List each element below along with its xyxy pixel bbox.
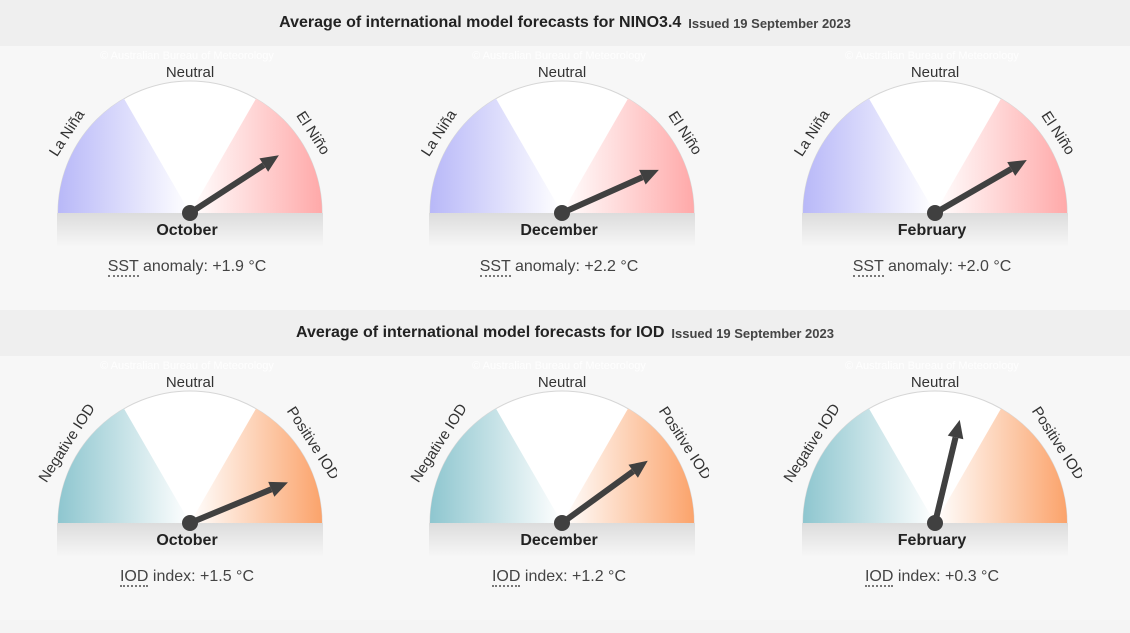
gauge-neutral-label: Neutral bbox=[166, 374, 214, 391]
iod-gauge-february: Neutral Negative IOD Positive IOD © Austral… bbox=[782, 356, 1082, 620]
copyright-watermark: © Australian Bureau of Meteorology bbox=[845, 50, 1019, 62]
gauge-negative-zone bbox=[430, 98, 562, 213]
nino-section-title: Average of international model forecasts… bbox=[279, 14, 682, 31]
gauge-needle-head bbox=[947, 419, 964, 440]
gauge-month-label: October bbox=[156, 222, 218, 239]
gauge-value-text: IOD index: +0.3 °C bbox=[864, 568, 1000, 587]
copyright-watermark: © Australian Bureau of Meteorology bbox=[472, 360, 646, 372]
iod-section-title: Average of international model forecasts… bbox=[296, 324, 665, 341]
nino-gauge-december: Neutral La Niña El Niño © Australian Bureau… bbox=[409, 46, 709, 310]
gauge-needle-hub bbox=[182, 205, 198, 221]
gauge-needle bbox=[933, 166, 1013, 216]
gauge-positive-zone bbox=[190, 98, 322, 213]
gauge-value-text: IOD index: +1.5 °C bbox=[119, 568, 255, 587]
gauge-month-label: December bbox=[520, 532, 598, 549]
gauge-negative-zone bbox=[58, 408, 190, 523]
metric-abbreviation: SST bbox=[107, 258, 139, 277]
iod-issued-date: Issued 19 September 2023 bbox=[671, 325, 834, 341]
gauge-needle-head bbox=[639, 169, 659, 185]
iod-gauge-december: Neutral Negative IOD Positive IOD © Austral… bbox=[409, 356, 709, 620]
gauge-needle-hub bbox=[927, 515, 943, 531]
metric-abbreviation: SST bbox=[852, 258, 884, 277]
gauge-neutral-label: Neutral bbox=[538, 64, 586, 81]
gauge-negative-zone bbox=[58, 98, 190, 213]
gauge-value-text: SST anomaly: +1.9 °C bbox=[107, 258, 267, 277]
copyright-watermark: © Australian Bureau of Meteorology bbox=[472, 50, 646, 62]
nino-section-header: Average of international model forecasts… bbox=[0, 0, 1130, 46]
copyright-watermark: © Australian Bureau of Meteorology bbox=[100, 50, 274, 62]
iod-gauge-october: Neutral Negative IOD Positive IOD © Austral… bbox=[37, 356, 337, 620]
gauge-positive-zone bbox=[562, 408, 694, 523]
gauge-neutral-label: Neutral bbox=[538, 374, 586, 391]
gauge-negative-zone bbox=[803, 98, 935, 213]
gauge-negative-zone bbox=[803, 408, 935, 523]
gauge-month-label: February bbox=[897, 222, 967, 239]
gauge-value-text: IOD index: +1.2 °C bbox=[491, 568, 627, 587]
gauge-needle bbox=[560, 468, 635, 526]
gauge-month-label: February bbox=[897, 532, 967, 549]
gauge-needle-head bbox=[259, 155, 279, 172]
gauge-neutral-label: Neutral bbox=[911, 374, 959, 391]
gauge-needle-hub bbox=[927, 205, 943, 221]
metric-abbreviation: IOD bbox=[119, 568, 149, 587]
gauge-neutral-label: Neutral bbox=[166, 64, 214, 81]
iod-section-header: Average of international model forecasts… bbox=[0, 310, 1130, 356]
gauge-month-label: December bbox=[520, 222, 598, 239]
gauge-needle bbox=[188, 486, 273, 526]
metric-abbreviation: SST bbox=[479, 258, 511, 277]
gauge-needle-hub bbox=[554, 205, 570, 221]
gauge-month-label: October bbox=[156, 532, 218, 549]
gauge-positive-zone bbox=[935, 98, 1067, 213]
gauge-needle-hub bbox=[554, 515, 570, 531]
gauge-needle bbox=[560, 174, 644, 216]
nino-gauge-february: Neutral La Niña El Niño © Australian Bureau… bbox=[782, 46, 1082, 310]
gauge-value-text: SST anomaly: +2.0 °C bbox=[852, 258, 1012, 277]
gauge-needle bbox=[932, 436, 959, 524]
metric-abbreviation: IOD bbox=[491, 568, 521, 587]
iod-gauges-panel: Neutral Negative IOD Positive IOD © Austral… bbox=[0, 356, 1130, 620]
copyright-watermark: © Australian Bureau of Meteorology bbox=[845, 360, 1019, 372]
gauge-value-text: SST anomaly: +2.2 °C bbox=[479, 258, 639, 277]
nino-gauge-october: Neutral La Niña El Niño © Australian Bureau… bbox=[37, 46, 337, 310]
gauge-needle bbox=[188, 162, 266, 216]
gauge-needle-head bbox=[268, 481, 288, 497]
nino-issued-date: Issued 19 September 2023 bbox=[688, 15, 851, 31]
nino-gauges-panel: Neutral La Niña El Niño © Australian Bureau… bbox=[0, 46, 1130, 310]
gauge-negative-zone bbox=[430, 408, 562, 523]
gauge-needle-head bbox=[1007, 160, 1027, 176]
gauge-needle-head bbox=[628, 460, 648, 478]
gauge-positive-zone bbox=[935, 408, 1067, 523]
gauge-neutral-label: Neutral bbox=[911, 64, 959, 81]
copyright-watermark: © Australian Bureau of Meteorology bbox=[100, 360, 274, 372]
gauge-positive-zone bbox=[562, 98, 694, 213]
gauge-needle-hub bbox=[182, 515, 198, 531]
metric-abbreviation: IOD bbox=[864, 568, 894, 587]
gauge-positive-zone bbox=[190, 408, 322, 523]
